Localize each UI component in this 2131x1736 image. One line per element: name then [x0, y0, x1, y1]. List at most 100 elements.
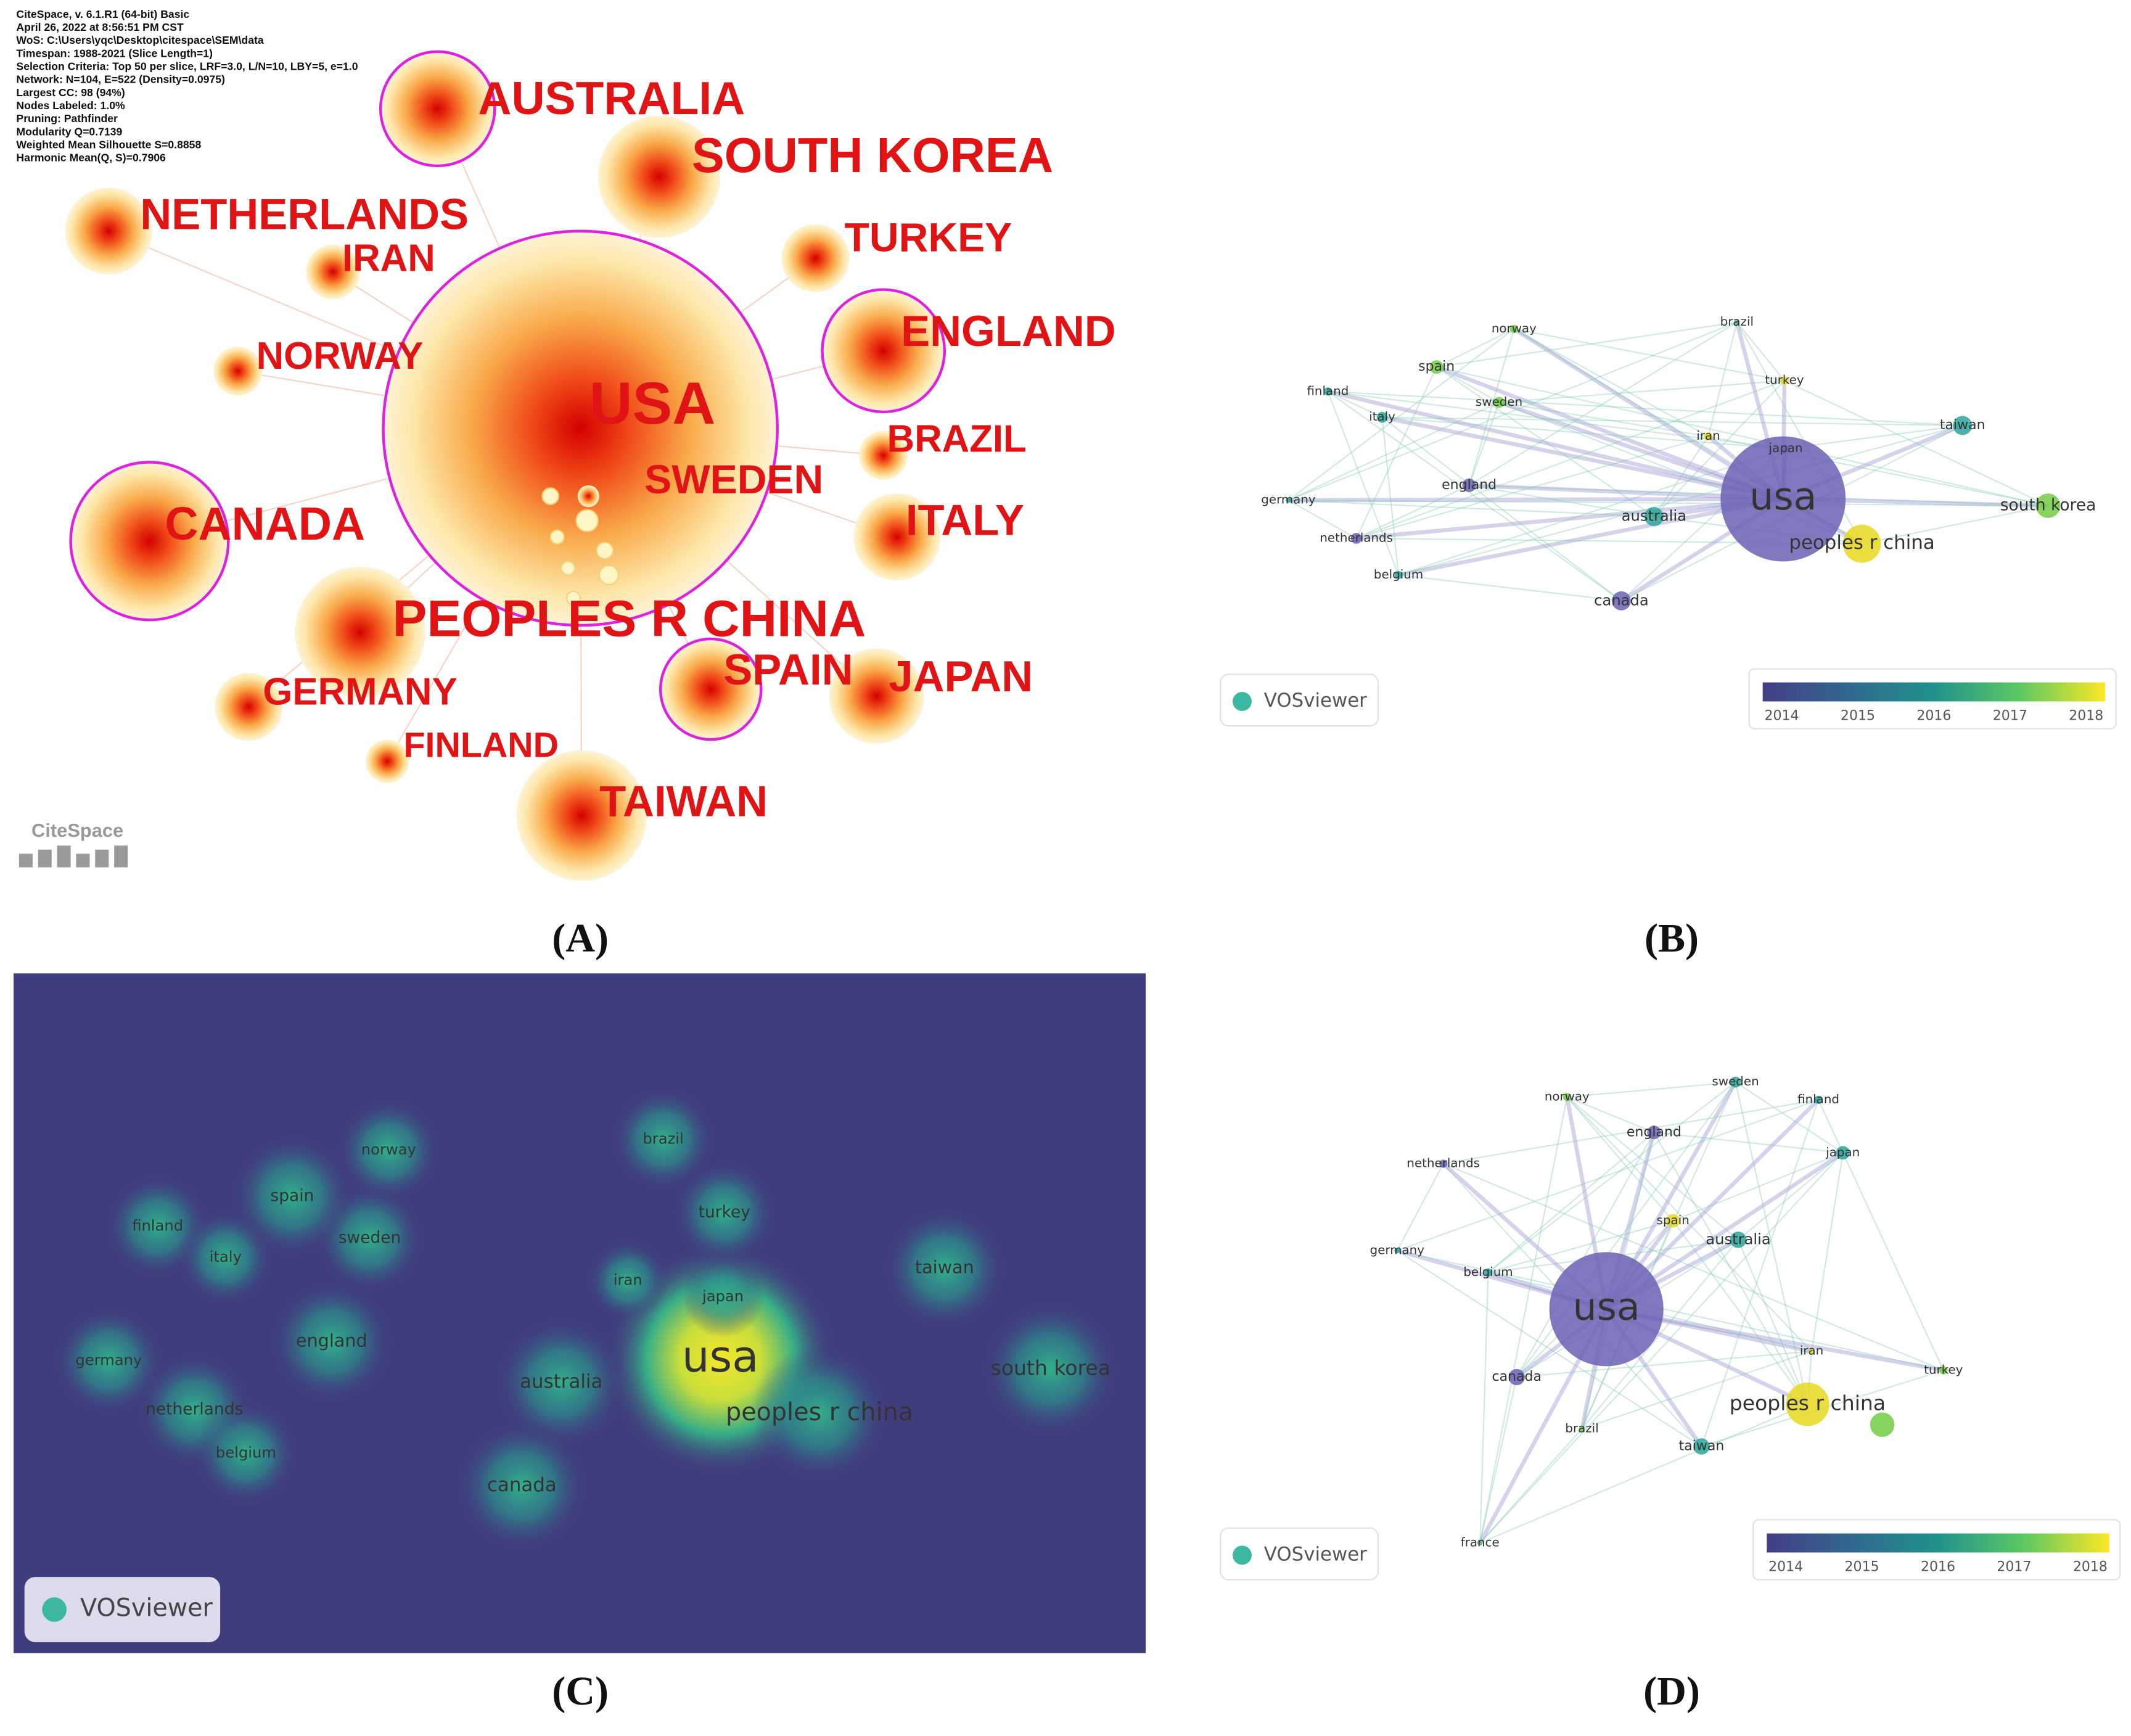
panel-label: (B) [1644, 916, 1699, 961]
node [1780, 376, 1789, 385]
node-label: germany [1370, 1243, 1425, 1257]
node-label: sweden [339, 1228, 401, 1248]
density-blob [982, 1301, 1119, 1438]
panel-label: (C) [552, 1669, 609, 1714]
node [1704, 432, 1713, 441]
link [1862, 504, 2048, 545]
link [1287, 328, 1515, 501]
node-label: turkey [1765, 373, 1804, 387]
colorbar-tick: 2018 [2073, 1560, 2108, 1575]
panel-c: usa peoples r china south korea taiwan turke… [24, 1087, 1119, 1714]
node [1730, 1232, 1747, 1248]
link [1818, 1099, 1944, 1371]
density-blob [751, 1346, 888, 1482]
node [1477, 1540, 1483, 1546]
node-label: brazil [1720, 315, 1754, 329]
link [1582, 1351, 1812, 1430]
density-blob [496, 1317, 627, 1448]
link [1328, 390, 1963, 427]
node-label: belgium [216, 1443, 276, 1461]
node [1562, 1093, 1571, 1101]
node-label: spain [1418, 359, 1455, 374]
small-node [541, 487, 559, 505]
node [1870, 1412, 1895, 1438]
node-label: netherlands [1406, 1156, 1480, 1170]
link [1606, 1307, 1944, 1373]
node-label: netherlands [146, 1399, 243, 1418]
node-label: taiwan [1940, 418, 1985, 433]
node-label: SWEDEN [644, 457, 823, 503]
node [1734, 319, 1740, 325]
node [1693, 1438, 1710, 1455]
node-label: ENGLAND [901, 306, 1116, 355]
node-label: japan [702, 1287, 744, 1305]
node-label: iran [1800, 1344, 1823, 1358]
node [858, 430, 908, 480]
link [1398, 424, 1963, 576]
node-label: SPAIN [723, 645, 853, 694]
logo-bar [95, 849, 109, 868]
link [1581, 1082, 1736, 1430]
link [1498, 401, 1709, 437]
node [1394, 570, 1403, 580]
panel-b: usa peoples r china south korea taiwan turke… [1220, 315, 2117, 961]
node-label: germany [75, 1351, 142, 1369]
node-label: finland [132, 1216, 183, 1234]
node-label: japan [1825, 1145, 1860, 1159]
info-line: Nodes Labeled: 1.0% [16, 99, 125, 112]
node-label: japan [1768, 441, 1803, 455]
colorbar-tick: 2016 [1921, 1560, 1955, 1575]
link [1514, 328, 1785, 382]
node [1842, 524, 1881, 563]
link [1356, 435, 1709, 539]
link [1487, 1132, 1655, 1273]
node [1508, 1368, 1525, 1386]
small-node [596, 541, 614, 560]
node [1836, 1146, 1850, 1160]
link [1382, 416, 1786, 450]
link [1381, 415, 1784, 501]
panel-label: (A) [552, 916, 609, 961]
link [1701, 1099, 1820, 1447]
node [1323, 387, 1332, 396]
node [305, 244, 361, 299]
link [1738, 1239, 1809, 1405]
node-label: italy [210, 1248, 242, 1265]
node-label: iran [1696, 429, 1720, 443]
logo: VOSviewer [80, 1594, 213, 1622]
link [1566, 1096, 1739, 1241]
node [660, 639, 762, 740]
panel-d: usa peoples r china australia taiwan canada e… [1220, 1074, 2121, 1714]
link [1468, 402, 1500, 486]
density-blob [611, 1087, 715, 1191]
node-label: norway [1492, 321, 1537, 335]
link [1288, 401, 1500, 501]
node-label: finland [1307, 384, 1349, 398]
node-label: NORWAY [257, 335, 424, 377]
logo-icon [42, 1597, 67, 1622]
link [1327, 389, 1784, 501]
node [1350, 533, 1362, 544]
node-label: canada [1594, 591, 1649, 609]
node-label: GERMANY [263, 671, 457, 714]
colorbar [1767, 1533, 2109, 1553]
link [1566, 1096, 1812, 1352]
node-label: belgium [1463, 1265, 1513, 1279]
node-label: sweden [1476, 395, 1522, 409]
link [1288, 500, 1654, 517]
colorbar-tick: 2017 [1997, 1560, 2031, 1575]
node-label: AUSTRALIA [478, 72, 745, 124]
node-label: south korea [2000, 496, 2096, 515]
logo-bar [114, 845, 128, 868]
node-ring [379, 50, 496, 168]
link [1488, 1220, 1673, 1273]
link [1479, 1096, 1568, 1544]
link [1327, 390, 1622, 602]
node-label: iran [614, 1271, 643, 1289]
node [1647, 1125, 1661, 1140]
colorbar [1762, 682, 2106, 702]
node-label: turkey [1924, 1363, 1963, 1377]
node-label: england [296, 1330, 367, 1351]
